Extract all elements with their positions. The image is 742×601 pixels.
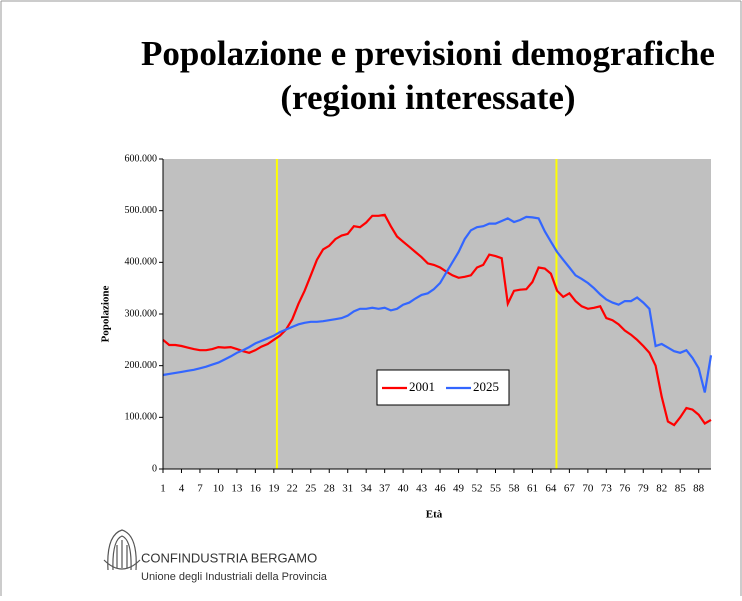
title: Popolazione e previsioni demografiche bbox=[141, 34, 715, 73]
x-tick-label: 13 bbox=[231, 483, 243, 495]
x-tick-label: 88 bbox=[693, 483, 705, 495]
x-tick-label: 40 bbox=[398, 483, 410, 495]
x-tick-label: 10 bbox=[213, 483, 225, 495]
x-tick-label: 1 bbox=[160, 483, 166, 495]
plot-area bbox=[163, 159, 711, 469]
legend-label: 2025 bbox=[473, 379, 499, 394]
x-tick-label: 25 bbox=[305, 483, 317, 495]
x-tick-label: 49 bbox=[453, 483, 465, 495]
y-tick-label: 600.000 bbox=[125, 153, 158, 164]
x-tick-label: 43 bbox=[416, 483, 428, 495]
series-line bbox=[162, 215, 713, 393]
x-tick-label: 76 bbox=[619, 483, 631, 495]
x-tick-label: 73 bbox=[601, 483, 613, 495]
x-axis-label: Età bbox=[426, 509, 443, 521]
y-tick-label: 500.000 bbox=[125, 205, 158, 216]
x-tick-label: 82 bbox=[656, 483, 667, 495]
x-tick-label: 22 bbox=[287, 483, 298, 495]
x-tick-label: 61 bbox=[527, 483, 538, 495]
y-tick-label: 0 bbox=[152, 463, 157, 474]
x-tick-label: 67 bbox=[564, 483, 576, 495]
y-tick-label: 300.000 bbox=[125, 308, 158, 319]
x-tick-label: 64 bbox=[545, 483, 557, 495]
x-tick-label: 85 bbox=[675, 483, 687, 495]
x-tick-label: 34 bbox=[361, 483, 373, 495]
x-tick-label: 79 bbox=[638, 483, 650, 495]
subtitle: (regioni interessate) bbox=[280, 78, 575, 117]
logo-name: CONFINDUSTRIA BERGAMO bbox=[141, 550, 317, 565]
logo: CONFINDUSTRIA BERGAMO Unione degli Indus… bbox=[103, 529, 328, 583]
x-tick-label: 19 bbox=[268, 483, 280, 495]
x-tick-label: 58 bbox=[508, 483, 520, 495]
x-tick-label: 7 bbox=[197, 483, 203, 495]
series-line bbox=[162, 213, 712, 427]
x-tick-label: 70 bbox=[582, 483, 594, 495]
legend: 2001 2025 bbox=[376, 369, 510, 406]
logo-icon bbox=[103, 529, 141, 571]
legend-label: 2001 bbox=[409, 379, 435, 394]
y-tick-label: 200.000 bbox=[125, 360, 158, 371]
y-tick-label: 100.000 bbox=[125, 412, 158, 423]
x-tick-label: 4 bbox=[179, 483, 185, 495]
logo-tagline: Unione degli Industriali della Provincia bbox=[141, 571, 328, 583]
y-tick-label: 400.000 bbox=[125, 257, 158, 268]
x-tick-label: 28 bbox=[324, 483, 336, 495]
x-tick-label: 52 bbox=[472, 483, 483, 495]
x-tick-label: 31 bbox=[342, 483, 353, 495]
y-axis-label: Popolazione bbox=[100, 285, 112, 342]
x-tick-label: 16 bbox=[250, 483, 262, 495]
x-tick-label: 46 bbox=[435, 483, 447, 495]
x-tick-label: 37 bbox=[379, 483, 391, 495]
x-tick-label: 55 bbox=[490, 483, 502, 495]
